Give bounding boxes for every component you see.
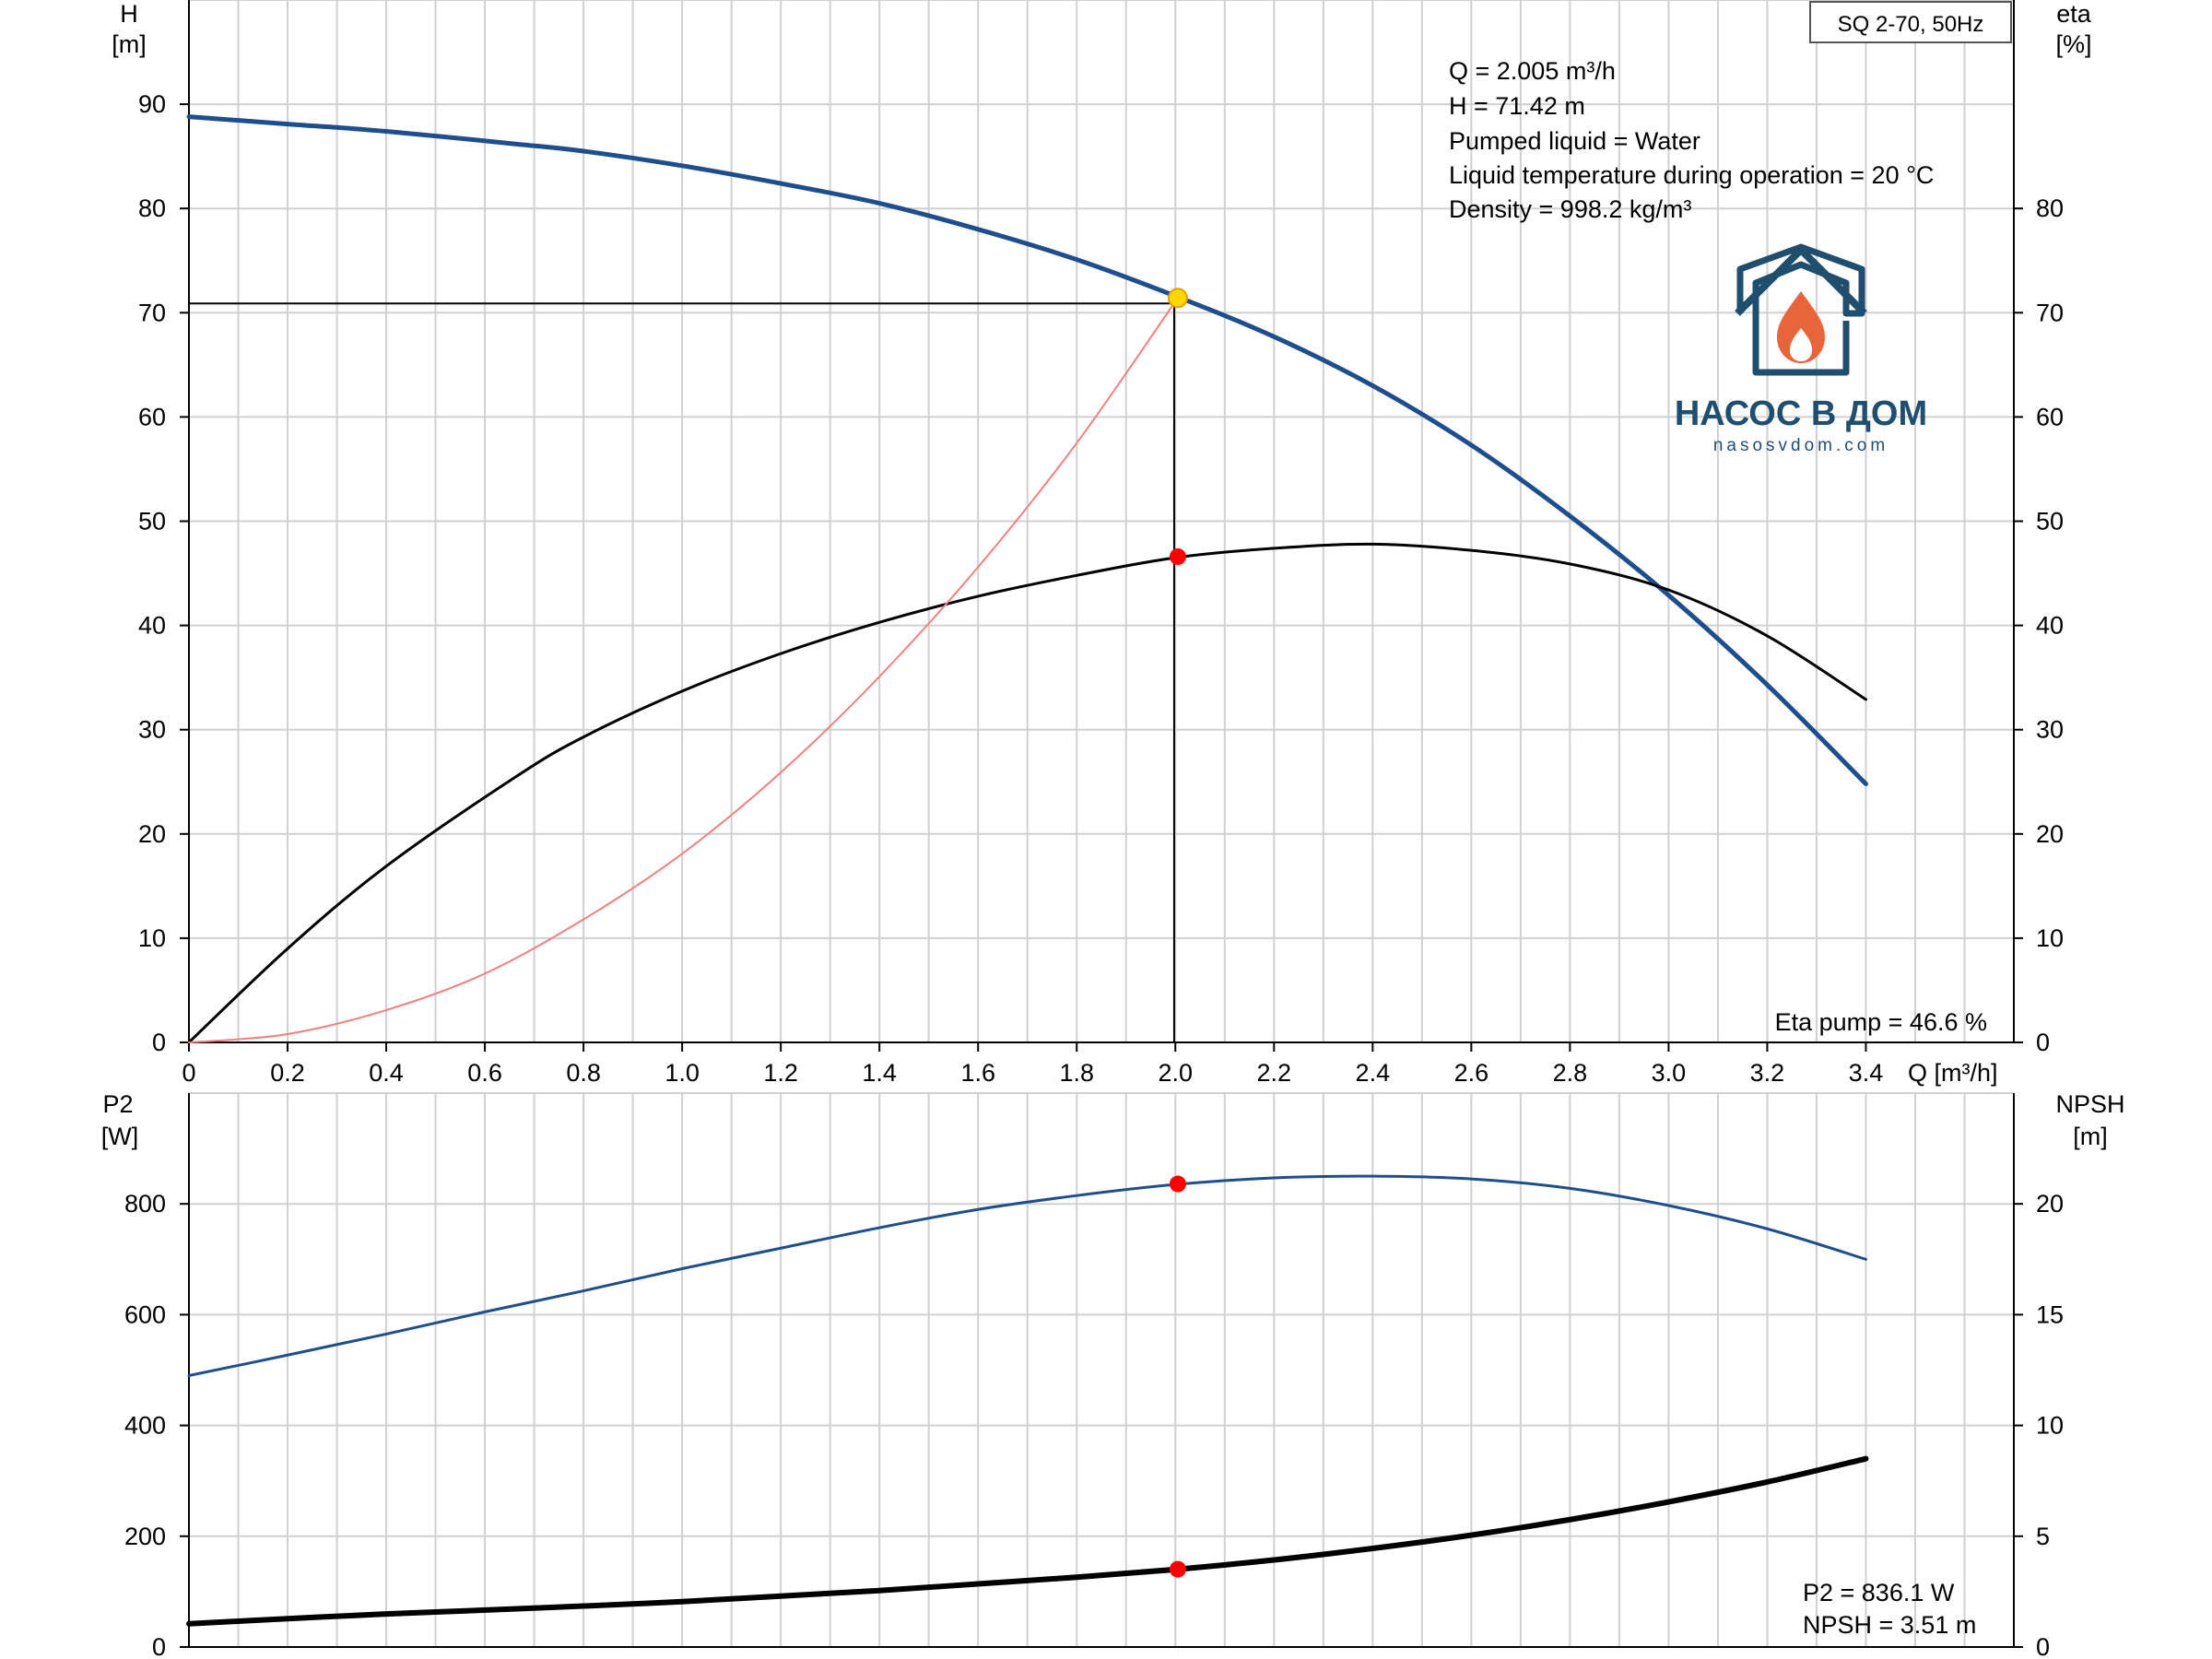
left-tick-label: 60: [138, 403, 166, 430]
npsh-note: NPSH = 3.51 m: [1803, 1611, 1976, 1639]
left-tick-label: 0: [152, 1633, 166, 1659]
x-tick-label: 1.2: [763, 1059, 798, 1087]
eta-pump-note: Eta pump = 46.6 %: [1775, 1008, 1987, 1036]
duty-point-head: [1167, 288, 1188, 309]
logo-url: nasosvdom.com: [1713, 436, 1888, 455]
top-right-axis-label: eta: [2056, 0, 2092, 28]
model-label-box: [1809, 1, 2012, 43]
top-left-axis-label: H: [120, 0, 138, 28]
logo-roof-icon: [1735, 246, 1867, 316]
top-axis-ticks: 0 10 20 30 40 50 60 70 80 90 0 10 20 30 40 50 60 70 80 0 0.2…: [138, 90, 2064, 1087]
x-tick-label: 1.4: [862, 1059, 897, 1087]
x-tick-label: 0: [182, 1059, 195, 1087]
duty-point-p2: [1169, 1175, 1186, 1193]
top-duty-markers: [189, 288, 1188, 1042]
duty-point-eta: [1169, 547, 1186, 565]
left-tick-label: 800: [124, 1190, 166, 1218]
info-line-liquid: Pumped liquid = Water: [1449, 127, 1700, 155]
x-tick-label: 3.4: [1849, 1059, 1884, 1087]
logo: НАСОС В ДОМ nasosvdom.com: [1675, 243, 1927, 455]
x-tick-label: 2.4: [1356, 1059, 1391, 1087]
p2-note: P2 = 836.1 W: [1803, 1579, 1955, 1606]
info-line-density: Density = 998.2 kg/m³: [1449, 195, 1691, 223]
left-tick-label: 70: [138, 299, 166, 326]
logo-name: НАСОС В ДОМ: [1675, 394, 1927, 433]
right-tick-label: 70: [2036, 299, 2064, 326]
left-tick-label: 400: [124, 1412, 166, 1440]
right-tick-label: 0: [2036, 1029, 2050, 1056]
top-series-lines: [186, 114, 1868, 1044]
left-tick-label: 600: [124, 1300, 166, 1328]
series-line-system: [188, 297, 1179, 1043]
right-tick-label: 30: [2036, 716, 2064, 744]
duty-point-info: Q = 2.005 m³/h H = 71.42 m Pumped liquid…: [1449, 57, 1934, 223]
x-tick-label: 3.0: [1652, 1059, 1687, 1087]
left-tick-label: 10: [138, 924, 166, 952]
info-line-h: H = 71.42 m: [1449, 92, 1585, 120]
info-line-temperature: Liquid temperature during operation = 20…: [1449, 161, 1934, 189]
bottom-duty-markers: [1169, 1175, 1186, 1578]
bottom-right-axis-unit: [m]: [2073, 1123, 2108, 1150]
left-tick-label: 50: [138, 508, 166, 535]
x-tick-label: 0.8: [566, 1059, 601, 1087]
right-tick-label: 0: [2036, 1633, 2050, 1659]
bottom-plot-frame: [188, 1093, 2015, 1648]
x-tick-label: 3.2: [1750, 1059, 1785, 1087]
right-tick-label: 50: [2036, 508, 2064, 535]
x-tick-label: 2.2: [1257, 1059, 1292, 1087]
bottom-left-axis-label: P2: [102, 1090, 133, 1118]
right-tick-label: 10: [2036, 924, 2064, 952]
x-tick-label: 1.6: [960, 1059, 995, 1087]
series-line-h: [186, 114, 1868, 787]
left-tick-label: 90: [138, 90, 166, 118]
info-line-q: Q = 2.005 m³/h: [1449, 57, 1616, 85]
x-tick-label: 1.0: [665, 1059, 700, 1087]
logo-flame-icon: [1777, 291, 1825, 363]
x-tick-label: 1.8: [1059, 1059, 1094, 1087]
bottom-axis-ticks: 0 200 400 600 800 0 5 10 15 20: [124, 1190, 2064, 1659]
right-tick-label: 20: [2036, 1190, 2064, 1218]
bottom-series-lines: [186, 1174, 1869, 1627]
x-tick-label: 2.8: [1553, 1059, 1588, 1087]
right-tick-label: 40: [2036, 612, 2064, 640]
bottom-left-axis-unit: [W]: [101, 1123, 139, 1150]
series-line-npsh: [186, 1455, 1869, 1627]
right-tick-label: 80: [2036, 194, 2064, 222]
x-tick-label: 0.6: [467, 1059, 502, 1087]
left-tick-label: 40: [138, 612, 166, 640]
left-tick-label: 20: [138, 820, 166, 848]
left-tick-label: 0: [152, 1029, 166, 1056]
bottom-right-axis-label: NPSH: [2055, 1090, 2124, 1118]
left-tick-label: 30: [138, 716, 166, 744]
right-tick-label: 15: [2036, 1300, 2064, 1328]
duty-point-npsh: [1169, 1560, 1186, 1578]
top-left-axis-unit: [m]: [112, 30, 147, 58]
right-tick-label: 10: [2036, 1412, 2064, 1440]
x-tick-label: 0.2: [270, 1059, 305, 1087]
x-tick-label: 0.4: [369, 1059, 404, 1087]
left-tick-label: 80: [138, 194, 166, 222]
x-tick-label: 2.0: [1158, 1059, 1193, 1087]
top-right-axis-unit: [%]: [2055, 30, 2091, 58]
right-tick-label: 60: [2036, 403, 2064, 430]
model-label: SQ 2-70, 50Hz: [1838, 12, 1984, 37]
series-line-p2: [187, 1174, 1867, 1378]
x-axis-label: Q [m³/h]: [1908, 1059, 1998, 1087]
x-tick-label: 2.6: [1454, 1059, 1489, 1087]
right-tick-label: 5: [2036, 1523, 2050, 1550]
left-tick-label: 200: [124, 1523, 166, 1550]
series-line-eta: [187, 542, 1867, 1044]
right-tick-label: 20: [2036, 820, 2064, 848]
